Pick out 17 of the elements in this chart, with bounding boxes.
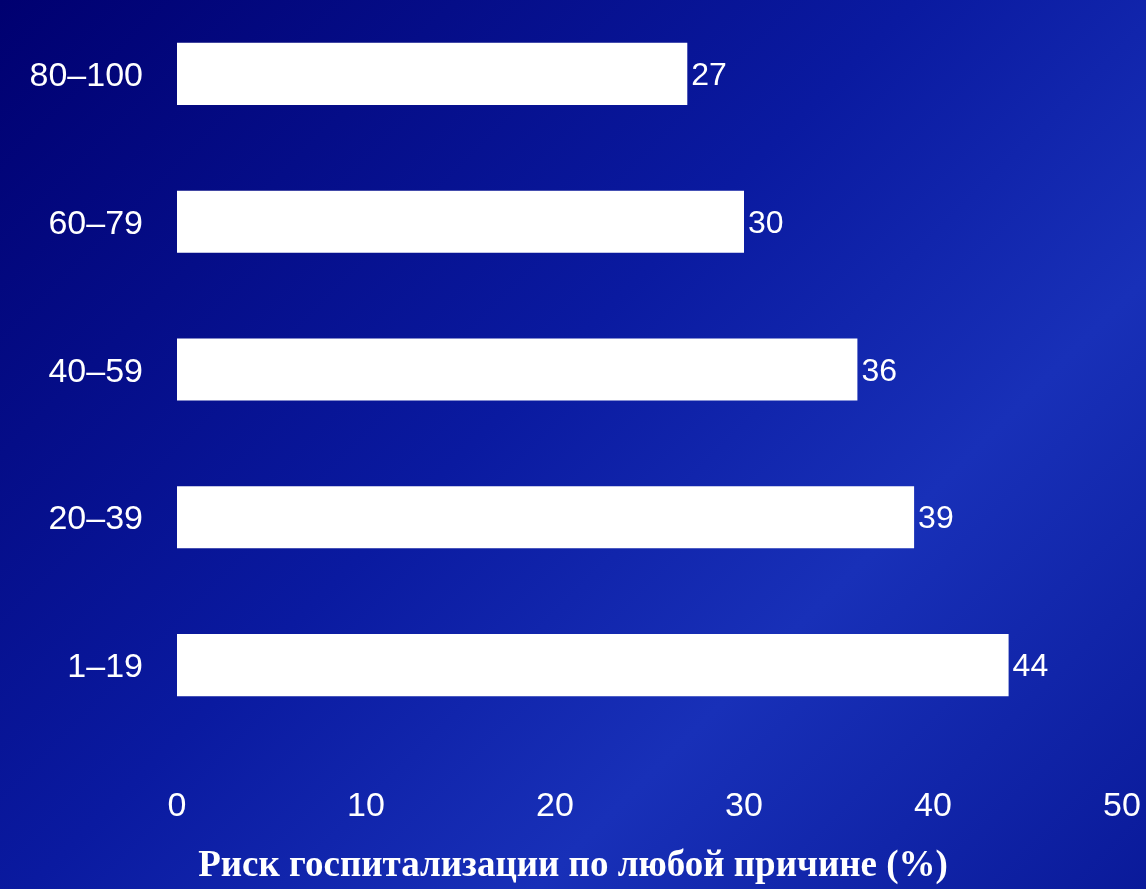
y-tick-label: 1–19 bbox=[67, 646, 143, 685]
x-tick-label: 50 bbox=[1103, 785, 1141, 823]
data-label: 44 bbox=[1012, 647, 1049, 684]
data-label: 39 bbox=[918, 499, 954, 536]
x-tick-label: 10 bbox=[347, 785, 385, 823]
data-label: 36 bbox=[861, 351, 897, 388]
x-axis-title: Риск госпитализации по любой причине (%) bbox=[198, 843, 948, 885]
x-tick-label: 30 bbox=[725, 785, 763, 823]
y-tick-label: 60–79 bbox=[48, 202, 143, 241]
x-tick-label: 0 bbox=[167, 785, 187, 823]
data-label: 27 bbox=[691, 55, 727, 92]
data-label: 30 bbox=[748, 203, 784, 240]
y-tick-label: 80–100 bbox=[29, 54, 143, 93]
y-tick-label: 20–39 bbox=[48, 498, 143, 537]
x-tick-label: 20 bbox=[536, 785, 574, 823]
x-tick-label: 40 bbox=[914, 785, 952, 823]
y-tick-label: 40–59 bbox=[48, 350, 143, 389]
